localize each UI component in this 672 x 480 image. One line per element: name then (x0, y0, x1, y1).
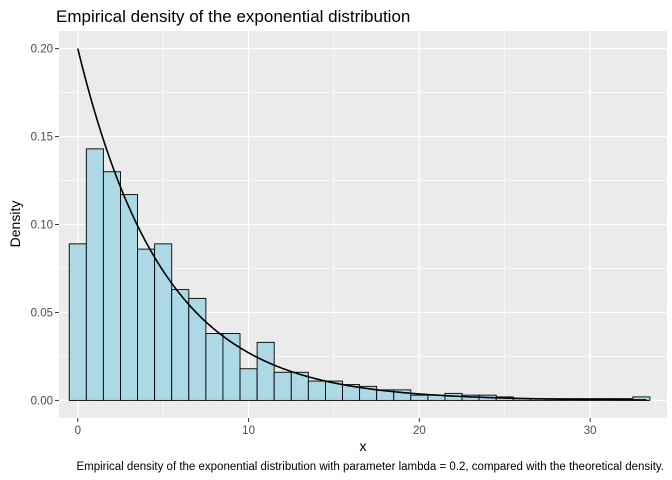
histogram-bars (68, 148, 651, 401)
histogram-bar (137, 248, 156, 401)
x-tick-label: 0 (75, 425, 81, 437)
histogram-bar (171, 289, 190, 401)
chart-title: Empirical density of the exponential dis… (56, 7, 410, 26)
y-tick-label: 0.00 (31, 395, 53, 407)
histogram-bar (239, 368, 258, 401)
histogram-bar (222, 333, 241, 401)
chart-caption: Empirical density of the exponential dis… (76, 461, 664, 473)
histogram-bar (120, 194, 139, 401)
histogram-bar (154, 243, 173, 401)
histogram-bar (102, 171, 121, 401)
histogram-bar (85, 148, 104, 401)
histogram-bar (307, 380, 326, 401)
histogram-bar (205, 333, 224, 401)
histogram-bar (256, 341, 275, 401)
y-axis-label: Density (7, 201, 23, 248)
y-tick-label: 0.15 (31, 132, 53, 144)
x-tick-label: 10 (242, 425, 255, 437)
grid-major (59, 31, 667, 418)
theoretical-density-curve (77, 48, 647, 401)
y-tick-label: 0.20 (31, 44, 53, 56)
y-tick-label: 0.05 (31, 307, 53, 319)
histogram-bar (410, 394, 429, 401)
y-axis-ticks: 0.00 0.05 0.10 0.15 0.20 (31, 44, 59, 407)
x-tick-label: 30 (584, 425, 597, 437)
histogram-bar (273, 371, 292, 401)
x-tick-label: 20 (413, 425, 426, 437)
x-axis-ticks: 0 10 20 30 (75, 418, 597, 437)
x-axis-label: x (360, 438, 367, 454)
y-tick-label: 0.10 (31, 220, 53, 232)
histogram-bar (68, 243, 87, 401)
